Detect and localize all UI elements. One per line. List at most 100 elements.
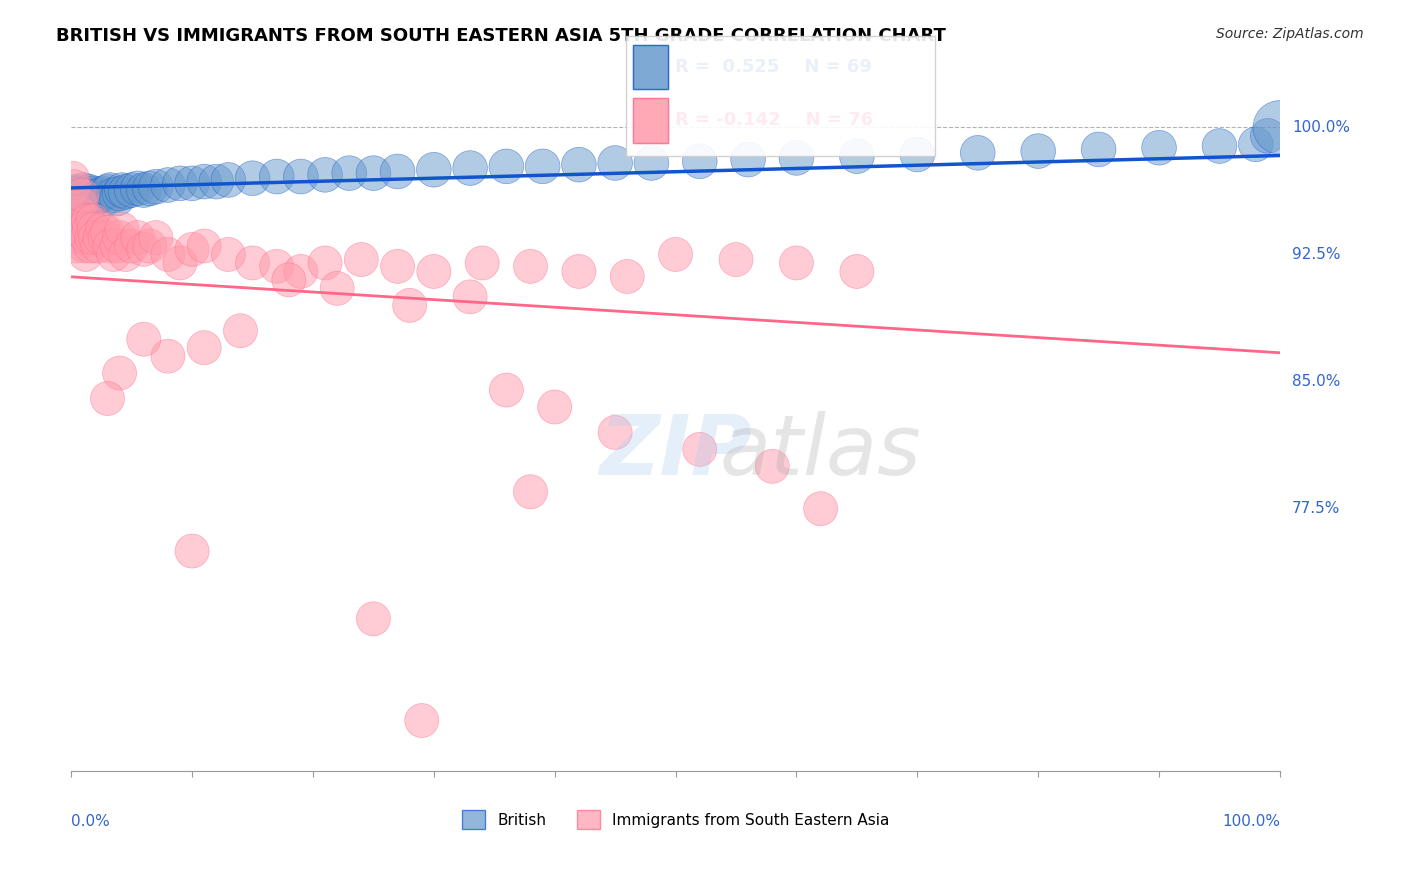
- Point: [290, 169, 312, 184]
- Point: [568, 158, 591, 172]
- Point: [77, 188, 100, 202]
- Point: [72, 183, 94, 197]
- Point: [75, 247, 97, 261]
- Point: [458, 161, 481, 175]
- Point: [229, 324, 252, 338]
- Point: [242, 171, 264, 186]
- Point: [519, 260, 541, 274]
- Point: [132, 243, 155, 257]
- Point: [70, 188, 93, 202]
- Point: [689, 442, 711, 457]
- Point: [63, 192, 86, 206]
- Point: [63, 222, 86, 236]
- Point: [387, 260, 409, 274]
- Point: [363, 166, 385, 180]
- Point: [181, 544, 204, 558]
- Point: [761, 459, 783, 474]
- Point: [411, 714, 433, 728]
- Point: [1087, 143, 1109, 157]
- Point: [79, 194, 101, 209]
- Point: [69, 186, 91, 201]
- Point: [193, 175, 215, 189]
- Text: atlas: atlas: [720, 410, 921, 491]
- Point: [616, 269, 638, 284]
- Point: [810, 501, 832, 516]
- Point: [127, 181, 149, 195]
- Legend: British, Immigrants from South Eastern Asia: British, Immigrants from South Eastern A…: [456, 804, 896, 835]
- Point: [114, 185, 136, 199]
- Point: [156, 178, 179, 192]
- Point: [905, 147, 928, 161]
- Point: [62, 179, 84, 194]
- Point: [82, 186, 104, 201]
- Point: [193, 341, 215, 355]
- Point: [69, 230, 91, 244]
- Point: [737, 153, 759, 167]
- Point: [350, 252, 373, 267]
- Point: [193, 239, 215, 253]
- Point: [458, 290, 481, 304]
- Point: [314, 168, 336, 182]
- Point: [76, 194, 98, 208]
- Point: [94, 230, 117, 244]
- Point: [531, 160, 554, 174]
- Point: [87, 190, 110, 204]
- Point: [105, 239, 128, 253]
- Point: [495, 160, 517, 174]
- Point: [519, 484, 541, 499]
- Point: [1208, 139, 1230, 153]
- Point: [75, 196, 97, 211]
- Point: [181, 243, 204, 257]
- Point: [108, 230, 131, 244]
- Point: [266, 169, 288, 184]
- Point: [605, 156, 627, 170]
- Point: [664, 247, 686, 261]
- Text: ZIP: ZIP: [599, 410, 752, 491]
- Point: [82, 213, 104, 227]
- Point: [80, 230, 103, 244]
- Point: [65, 185, 87, 199]
- Point: [89, 188, 111, 202]
- Point: [83, 194, 105, 208]
- Point: [605, 425, 627, 440]
- Point: [169, 256, 191, 270]
- Point: [1026, 144, 1049, 158]
- Point: [96, 392, 118, 406]
- Point: [84, 192, 107, 206]
- Point: [845, 149, 868, 163]
- Point: [290, 264, 312, 278]
- Point: [91, 186, 114, 201]
- Point: [495, 383, 517, 397]
- Point: [217, 247, 239, 261]
- Point: [132, 183, 155, 197]
- Point: [139, 181, 162, 195]
- Point: [724, 252, 747, 267]
- Text: 100.0%: 100.0%: [1222, 814, 1279, 829]
- Point: [966, 145, 988, 160]
- Point: [544, 400, 567, 414]
- Point: [398, 298, 420, 312]
- Point: [96, 226, 118, 240]
- Text: BRITISH VS IMMIGRANTS FROM SOUTH EASTERN ASIA 5TH GRADE CORRELATION CHART: BRITISH VS IMMIGRANTS FROM SOUTH EASTERN…: [56, 27, 946, 45]
- Text: 85.0%: 85.0%: [1292, 374, 1340, 389]
- Point: [242, 256, 264, 270]
- Text: 0.0%: 0.0%: [72, 814, 110, 829]
- Point: [121, 183, 143, 197]
- Point: [277, 273, 299, 287]
- Point: [145, 230, 167, 244]
- Point: [326, 281, 349, 295]
- Point: [70, 194, 93, 208]
- Point: [127, 230, 149, 244]
- Point: [91, 222, 114, 236]
- Point: [79, 222, 101, 236]
- Point: [1147, 141, 1170, 155]
- Point: [98, 239, 121, 253]
- Point: [785, 151, 807, 165]
- Point: [111, 183, 134, 197]
- Point: [62, 188, 84, 202]
- Point: [689, 154, 711, 169]
- Point: [65, 239, 87, 253]
- Text: R = -0.142    N = 76: R = -0.142 N = 76: [675, 112, 873, 129]
- Text: 100.0%: 100.0%: [1292, 120, 1350, 135]
- Point: [145, 179, 167, 194]
